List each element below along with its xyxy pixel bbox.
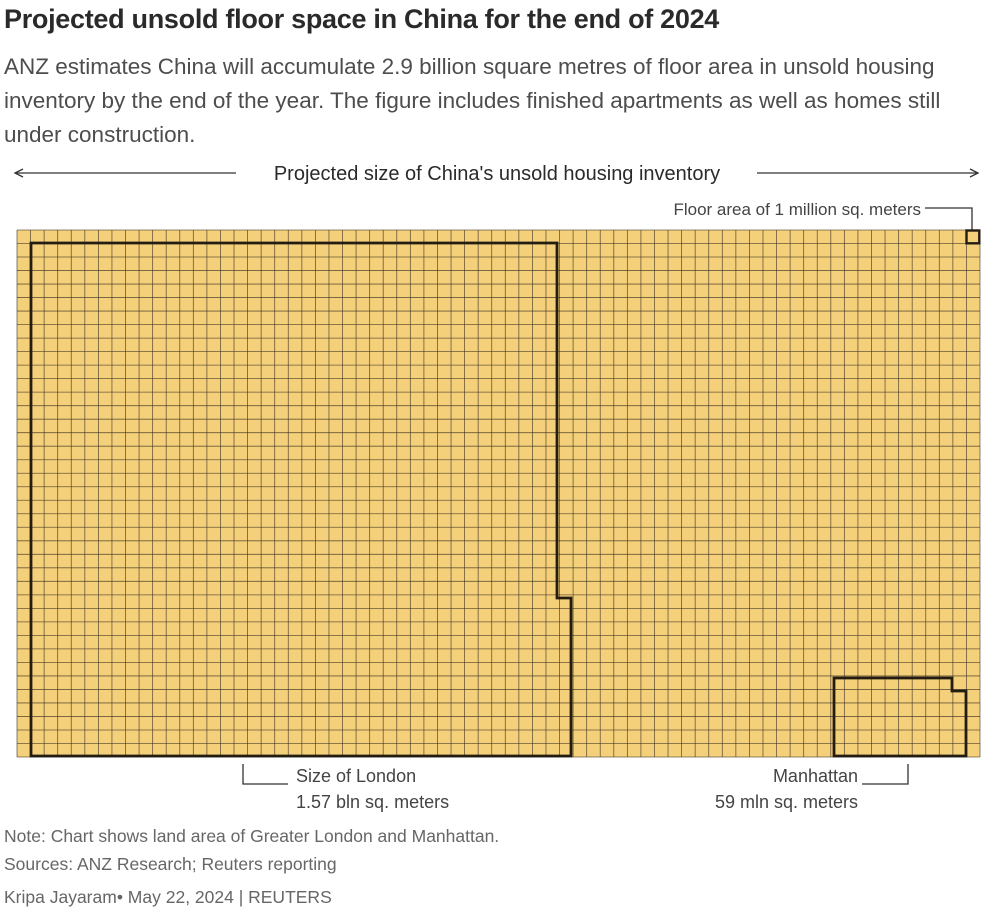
span-label: Projected size of China's unsold housing…: [274, 163, 720, 185]
region-outline-london: [29, 241, 573, 758]
chart-title: Projected unsold floor space in China fo…: [4, 4, 720, 34]
unit-legend-label: Floor area of 1 million sq. meters: [673, 200, 921, 219]
london-name-label: Size of London: [296, 766, 416, 786]
london-value-label: 1.57 bln sq. meters: [296, 792, 449, 812]
unit-legend-leader: [925, 207, 973, 230]
chart-sources: Sources: ANZ Research; Reuters reporting: [4, 854, 337, 874]
chart-byline: Kripa Jayaram• May 22, 2024 | REUTERS: [4, 887, 332, 907]
unit-grid: [16, 229, 981, 758]
manhattan-value-label: 59 mln sq. meters: [715, 792, 858, 812]
manhattan-leader-line: [862, 764, 909, 785]
london-leader-line: [242, 764, 288, 785]
grid-background: [17, 230, 980, 757]
unit-grid-chart: Projected size of China's unsold housing…: [0, 163, 981, 812]
chart-note: Note: Chart shows land area of Greater L…: [4, 826, 500, 846]
chart-subtitle: ANZ estimates China will accumulate 2.9 …: [4, 54, 941, 147]
manhattan-name-label: Manhattan: [773, 766, 858, 786]
region-outline-manhattan: [832, 676, 968, 758]
unit-legend-cell: [965, 229, 981, 245]
grid-lines: [16, 229, 981, 758]
